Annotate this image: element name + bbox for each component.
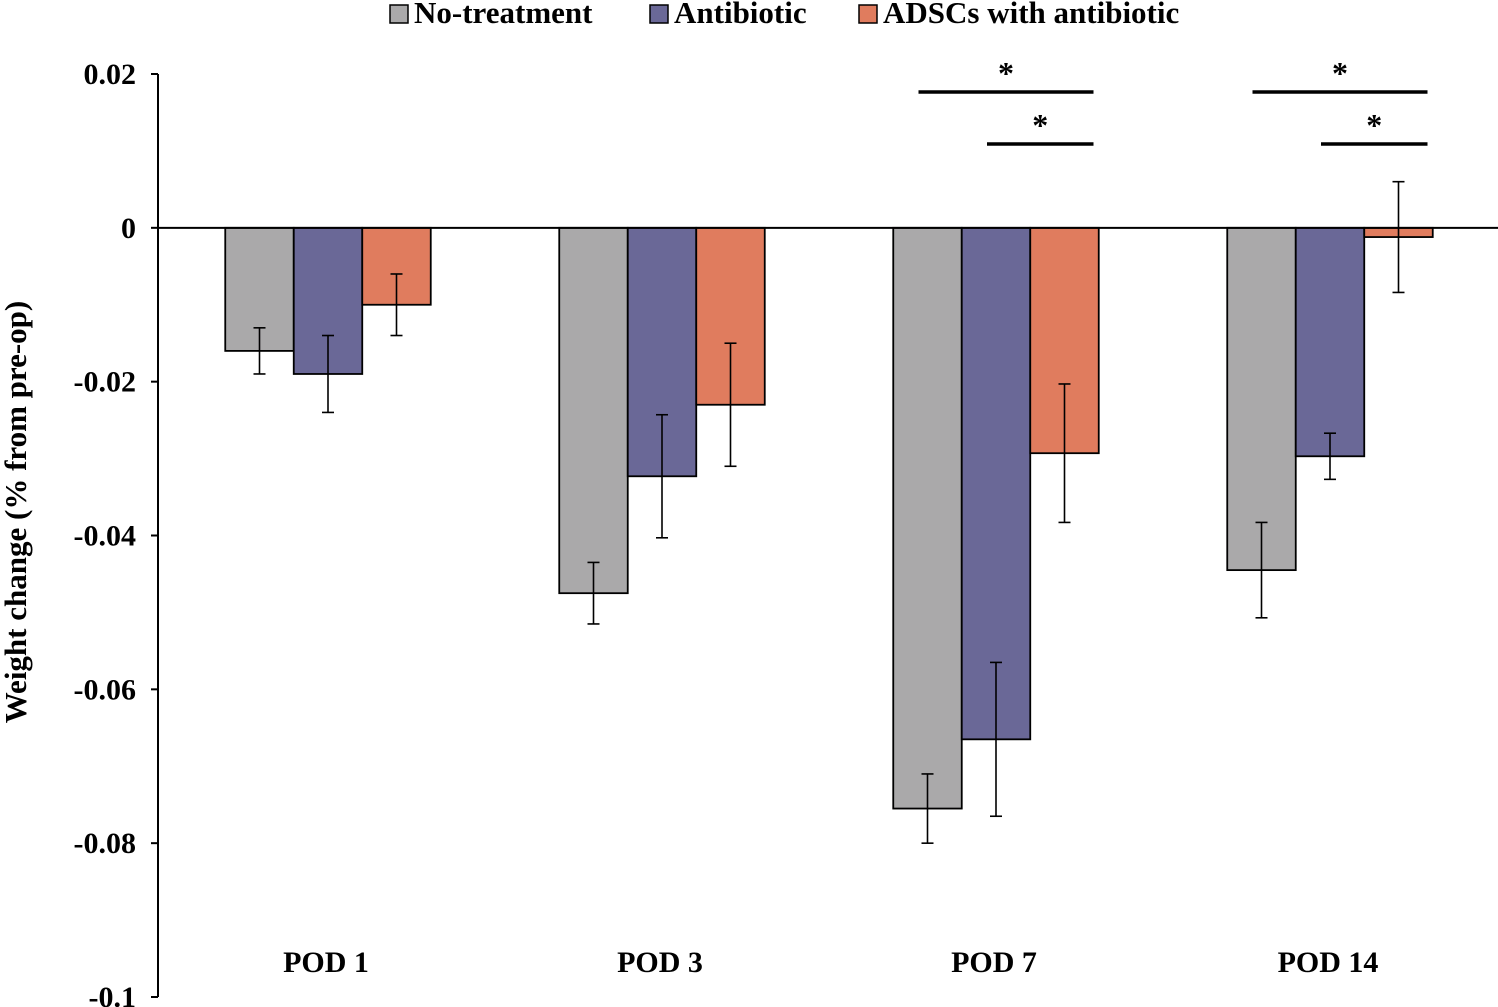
y-tick-label: -0.04: [74, 520, 137, 553]
y-tick-label: -0.08: [74, 827, 137, 860]
legend-swatch: [389, 4, 409, 24]
y-tick-label: -0.06: [74, 673, 137, 706]
x-category-label: POD 3: [617, 946, 703, 979]
significance-star: *: [1366, 107, 1382, 143]
y-tick-label: -0.1: [89, 981, 137, 1007]
significance-star: *: [1332, 55, 1348, 91]
bar: [960, 226, 1032, 741]
legend-label: No-treatment: [414, 0, 593, 30]
x-category-label: POD 1: [283, 946, 369, 979]
bar: [892, 226, 963, 810]
bar: [1226, 226, 1297, 572]
legend-label: Antibiotic: [674, 0, 807, 30]
significance-star: *: [998, 55, 1014, 91]
legend-swatch: [649, 4, 669, 24]
y-axis-title: Weight change (% from pre-op): [0, 301, 33, 723]
y-tick-label: -0.02: [74, 366, 137, 399]
y-tick-label: 0.02: [84, 58, 137, 91]
bar: [558, 226, 629, 595]
legend-label: ADSCs with antibiotic: [883, 0, 1179, 30]
x-category-label: POD 7: [951, 946, 1037, 979]
bar: [1294, 226, 1366, 458]
y-tick-label: 0: [121, 212, 136, 245]
significance-star: *: [1032, 107, 1048, 143]
legend-swatch: [858, 4, 878, 24]
x-category-label: POD 14: [1278, 946, 1379, 979]
